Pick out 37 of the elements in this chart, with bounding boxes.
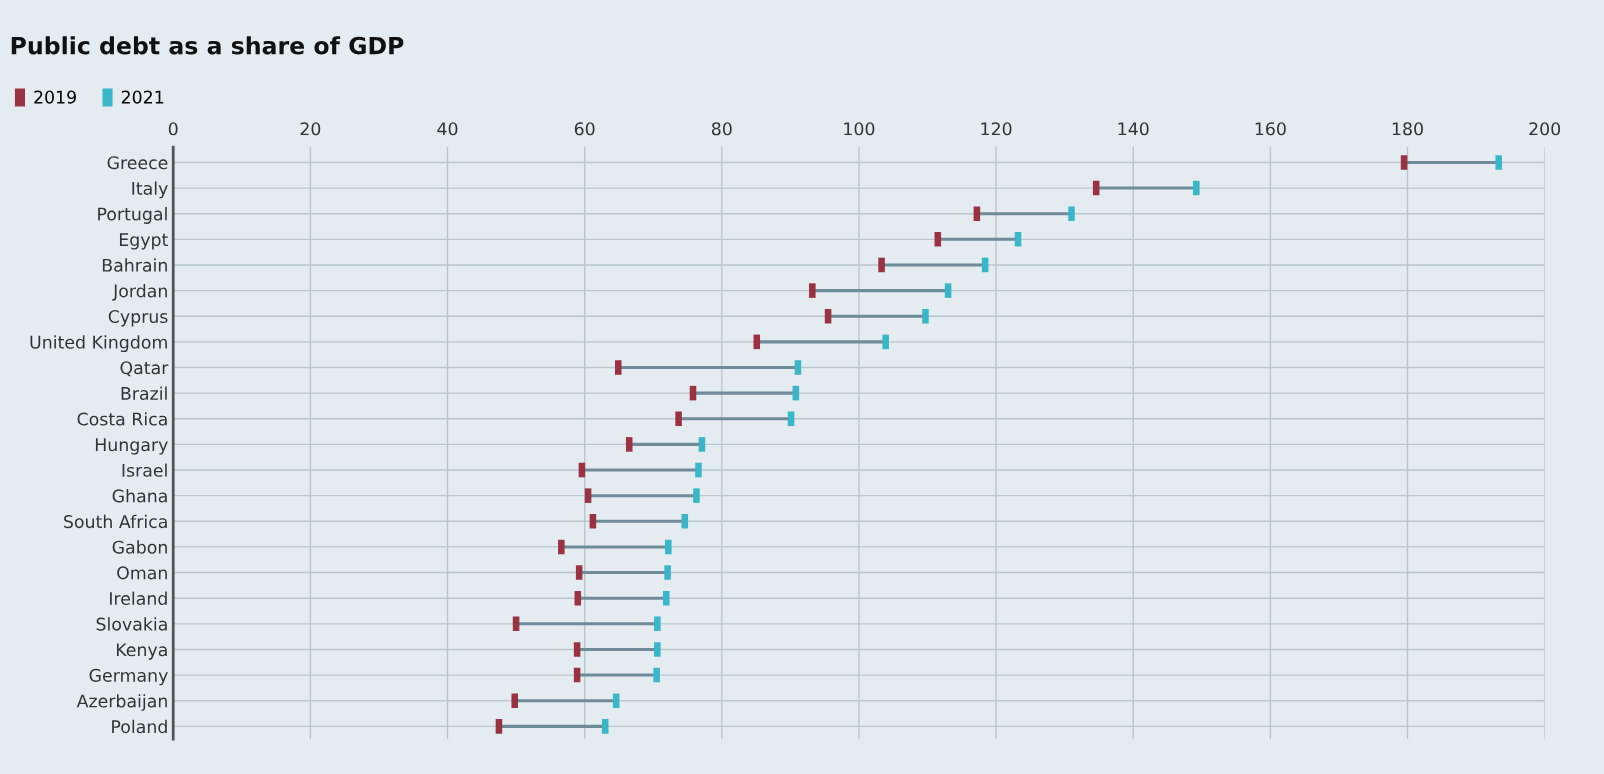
x-tick-label: 60 xyxy=(574,122,595,136)
y-tick-label: Azerbaijan xyxy=(76,694,167,711)
y-tick-label: Jordan xyxy=(112,284,167,301)
x-tick-label: 100 xyxy=(844,122,875,136)
x-tick-label: 80 xyxy=(711,122,732,136)
y-tick-label: Slovakia xyxy=(96,617,167,631)
x-tick-label: 40 xyxy=(437,122,458,136)
y-tick-label: Portugal xyxy=(98,207,167,224)
y-tick-label: Ghana xyxy=(112,489,167,503)
y-tick-label: Israel xyxy=(122,463,167,477)
legend-label: 2021 xyxy=(121,90,164,104)
chart-title: Public debt as a share of GDP xyxy=(11,36,404,55)
x-tick-label: 200 xyxy=(1529,122,1561,136)
y-tick-label: Germany xyxy=(89,668,168,686)
x-tick-label: 160 xyxy=(1255,122,1286,136)
legend-label: 2019 xyxy=(34,90,76,104)
x-tick-label: 120 xyxy=(981,122,1012,136)
y-tick-label: Hungary xyxy=(95,438,168,455)
y-tick-label: Poland xyxy=(112,719,167,734)
x-tick-label: 0 xyxy=(168,122,178,136)
y-tick-label: Bahrain xyxy=(102,258,167,272)
y-tick-label: Cyprus xyxy=(108,309,168,327)
x-tick-label: 140 xyxy=(1118,122,1149,136)
y-tick-label: Egypt xyxy=(119,233,168,250)
y-tick-label: Brazil xyxy=(121,386,167,400)
y-tick-label: Kenya xyxy=(116,643,167,660)
y-tick-label: Qatar xyxy=(120,361,169,377)
y-tick-label: Oman xyxy=(117,566,167,580)
y-tick-label: United Kingdom xyxy=(30,335,167,353)
y-tick-label: South Africa xyxy=(64,514,167,529)
y-tick-label: Costa Rica xyxy=(77,412,167,426)
y-tick-label: Greece xyxy=(107,156,168,170)
y-tick-label: Italy xyxy=(132,181,168,199)
x-tick-label: 180 xyxy=(1392,122,1423,136)
y-tick-label: Ireland xyxy=(110,591,167,606)
x-tick-label: 20 xyxy=(300,122,321,136)
y-tick-label: Gabon xyxy=(112,540,167,554)
